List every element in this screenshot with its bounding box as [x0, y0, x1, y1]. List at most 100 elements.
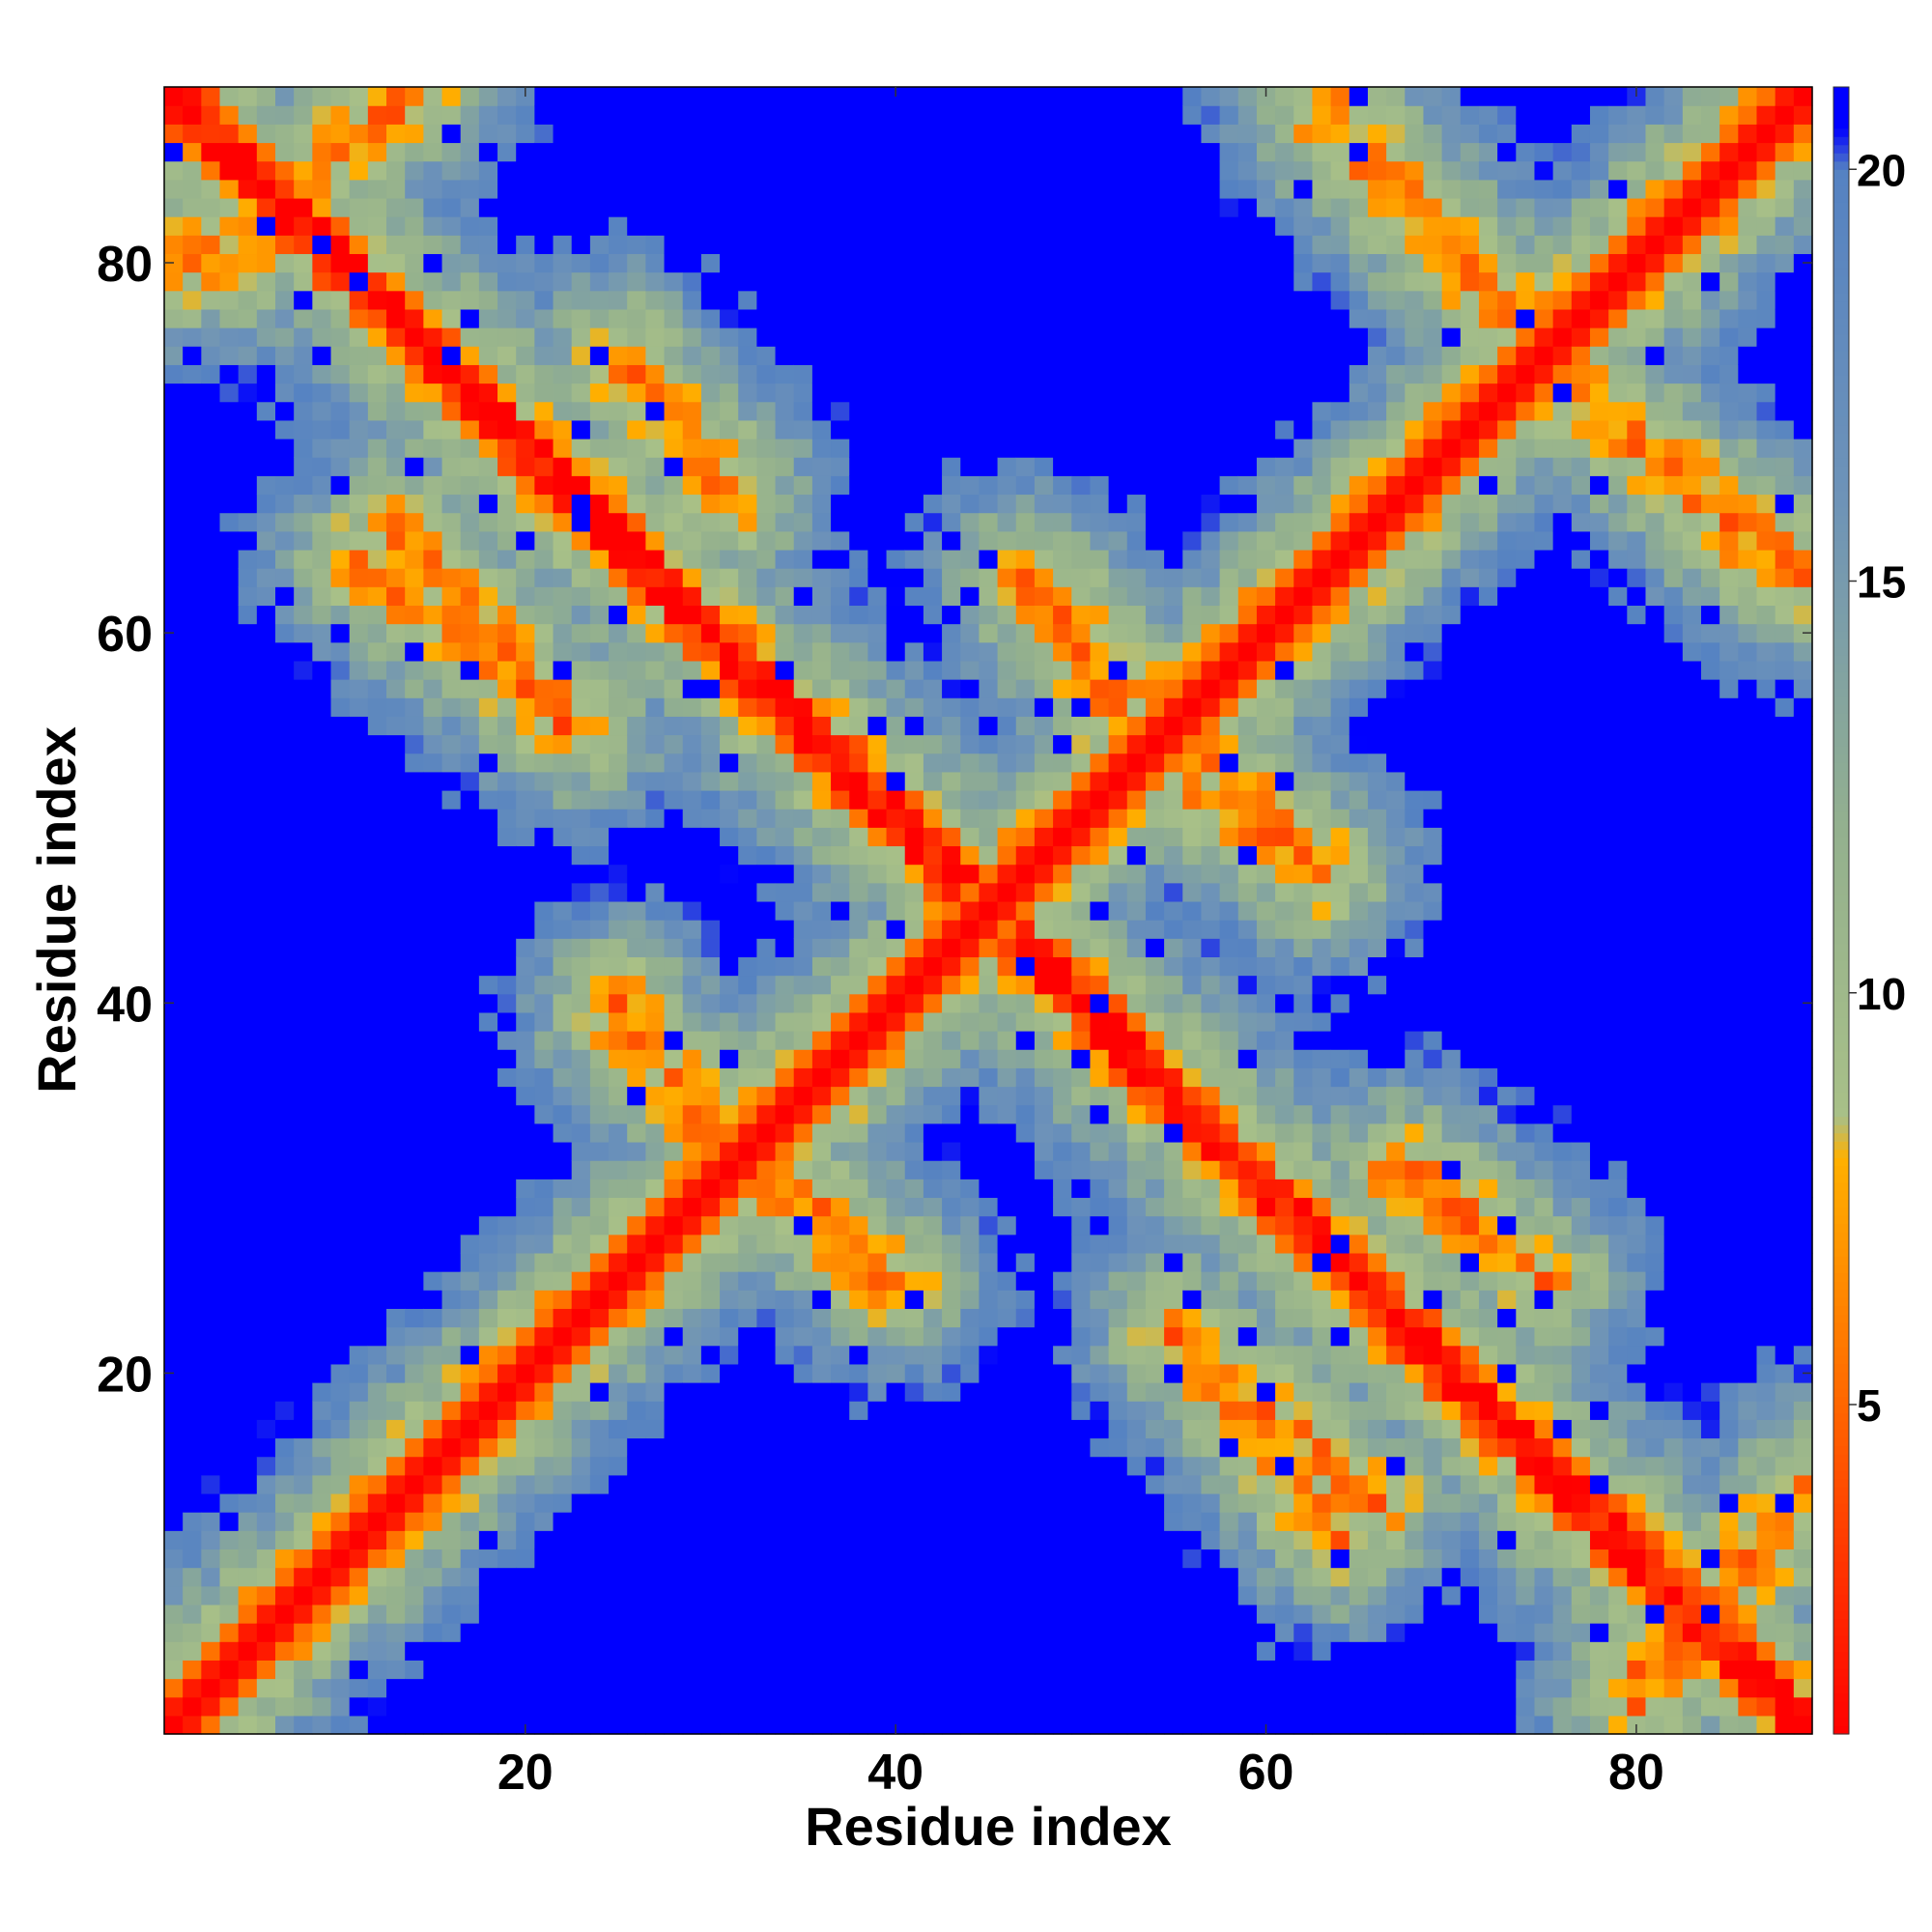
heatmap-cell [645, 216, 666, 236]
heatmap-cell [979, 457, 999, 476]
heatmap-cell [775, 179, 795, 199]
heatmap-cell [1108, 1437, 1128, 1458]
heatmap-cell [1108, 1252, 1128, 1272]
heatmap-cell [441, 308, 462, 328]
heatmap-cell [627, 235, 646, 255]
heatmap-cell [1015, 1104, 1036, 1124]
heatmap-cell [201, 235, 221, 255]
heatmap-cell [478, 383, 498, 403]
heatmap-cell [1164, 1308, 1183, 1328]
heatmap-cell [164, 1512, 184, 1531]
heatmap-cell [219, 1474, 240, 1494]
heatmap-cell [516, 438, 535, 458]
heatmap-cell [775, 401, 795, 421]
heatmap-cell [275, 1492, 295, 1513]
heatmap-cell [183, 346, 202, 365]
heatmap-cell [330, 1456, 351, 1476]
heatmap-cell [997, 605, 1017, 625]
heatmap-cell [367, 605, 387, 625]
heatmap-cell [1071, 993, 1092, 1013]
heatmap-cell [238, 549, 258, 569]
heatmap-cell [923, 864, 943, 884]
heatmap-cell [367, 160, 387, 181]
heatmap-cell [367, 179, 387, 199]
heatmap-cell [201, 1715, 221, 1735]
heatmap-cell [1182, 1641, 1203, 1661]
heatmap-cell [516, 401, 535, 421]
heatmap-cell [238, 235, 258, 255]
heatmap-cell [441, 1104, 462, 1124]
heatmap-cell [627, 1641, 646, 1661]
heatmap-cell [1071, 271, 1092, 292]
heatmap-cell [330, 956, 351, 977]
heatmap-cell [1126, 1660, 1147, 1680]
heatmap-cell [201, 716, 221, 736]
heatmap-cell [164, 882, 184, 902]
heatmap-cell [423, 457, 443, 476]
heatmap-cell [553, 327, 573, 347]
heatmap-cell [405, 1031, 424, 1050]
heatmap-cell [793, 327, 813, 347]
heatmap-cell [1164, 1382, 1183, 1402]
heatmap-cell [645, 142, 666, 162]
heatmap-cell [1126, 438, 1147, 458]
heatmap-cell [942, 1179, 961, 1199]
heatmap-cell [793, 789, 813, 810]
heatmap-cell [738, 1179, 757, 1199]
heatmap-cell [460, 327, 480, 347]
heatmap-cell [201, 1456, 221, 1476]
heatmap-cell [386, 327, 406, 347]
heatmap-cell [460, 549, 480, 569]
heatmap-cell [183, 660, 202, 680]
heatmap-cell [386, 882, 406, 902]
heatmap-cell [1053, 530, 1072, 551]
heatmap-cell [275, 346, 295, 365]
heatmap-cell [164, 197, 184, 217]
heatmap-cell [720, 253, 739, 273]
heatmap-cell [627, 845, 646, 866]
heatmap-cell [312, 716, 332, 736]
heatmap-cell [849, 1530, 869, 1550]
heatmap-cell [700, 419, 721, 440]
heatmap-cell [516, 789, 535, 810]
heatmap-cell [942, 623, 961, 643]
heatmap-cell [664, 1623, 684, 1642]
heatmap-cell [923, 142, 943, 162]
heatmap-cell [275, 623, 295, 643]
heatmap-cell [219, 1715, 240, 1735]
heatmap-cell [330, 1345, 351, 1365]
heatmap-cell [756, 419, 777, 440]
heatmap-cell [664, 864, 684, 884]
heatmap-cell [423, 1678, 443, 1698]
heatmap-cell [867, 1086, 888, 1106]
heatmap-cell [164, 1678, 184, 1698]
heatmap-cell [923, 1086, 943, 1106]
heatmap-cell [942, 1492, 961, 1513]
heatmap-cell [441, 253, 462, 273]
heatmap-cell [960, 1696, 980, 1717]
heatmap-cell [294, 1530, 313, 1550]
heatmap-cell [571, 235, 591, 255]
heatmap-cell [997, 864, 1017, 884]
heatmap-cell [664, 549, 684, 569]
heatmap-cell [275, 586, 295, 607]
heatmap-cell [682, 253, 702, 273]
heatmap-cell [609, 1179, 628, 1199]
heatmap-cell [1015, 105, 1036, 125]
heatmap-cell [478, 438, 498, 458]
heatmap-cell [201, 346, 221, 365]
heatmap-cell [904, 1290, 924, 1309]
heatmap-cell [497, 605, 517, 625]
heatmap-cell [700, 716, 721, 736]
heatmap-cell [923, 1530, 943, 1550]
heatmap-cell [1015, 179, 1036, 199]
heatmap-cell [756, 1271, 777, 1291]
heatmap-cell [923, 253, 943, 273]
heatmap-cell [460, 956, 480, 977]
heatmap-cell [849, 716, 869, 736]
heatmap-cell [942, 124, 961, 144]
heatmap-cell [979, 679, 999, 698]
heatmap-cell [886, 1049, 906, 1068]
heatmap-cell [1108, 1492, 1128, 1513]
heatmap-cell [478, 827, 498, 847]
